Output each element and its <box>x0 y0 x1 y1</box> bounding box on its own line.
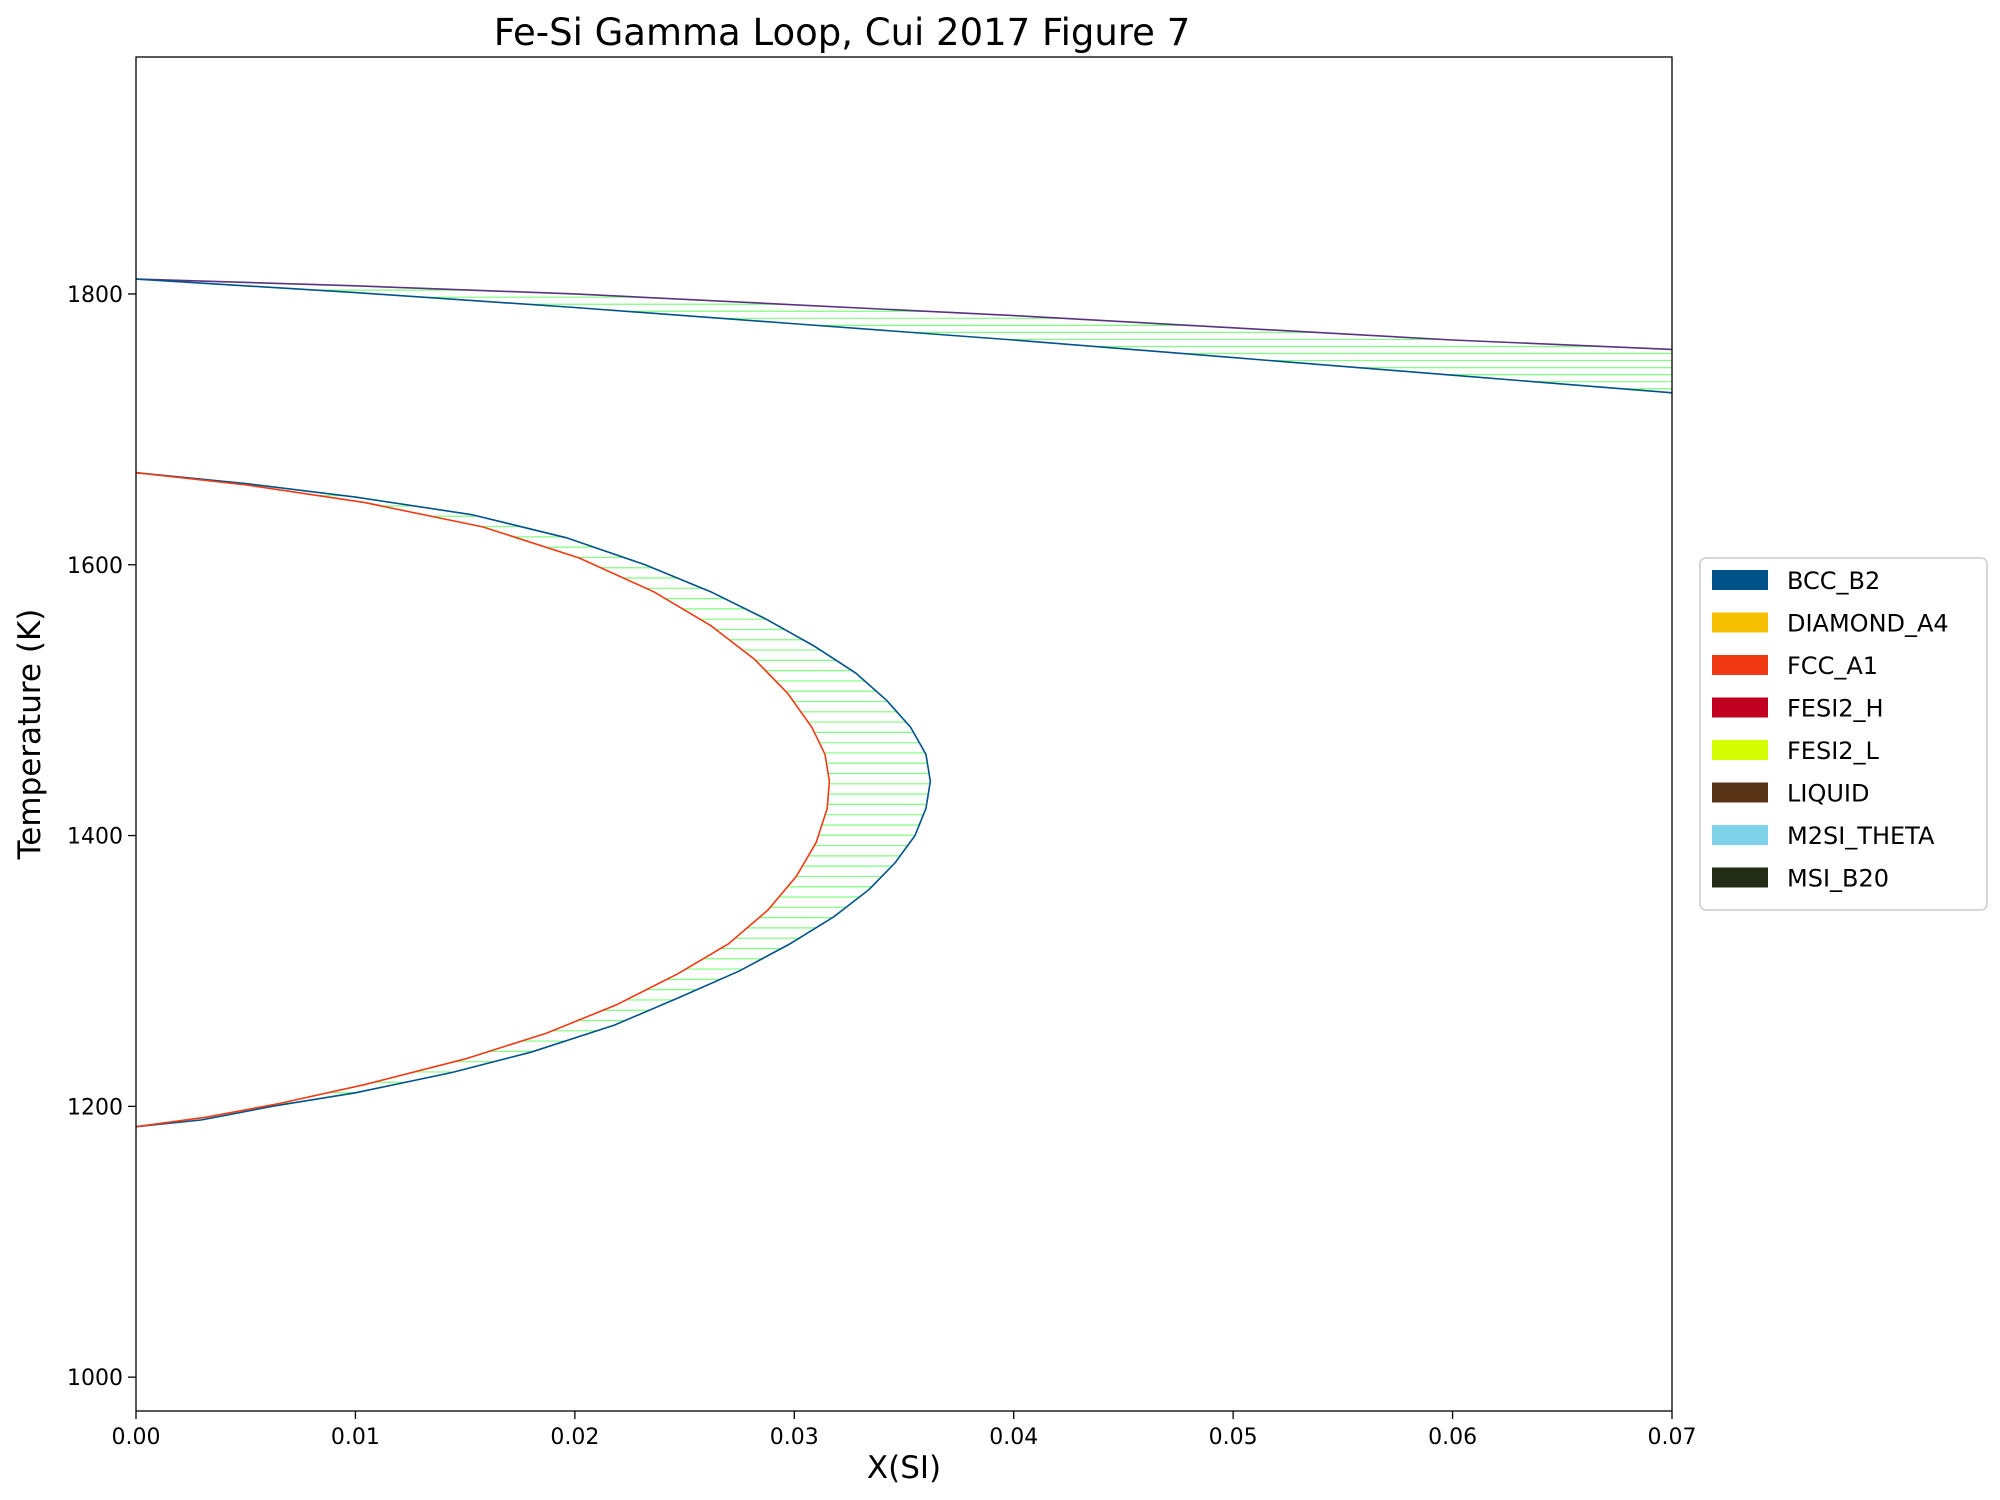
y-tick-label: 1600 <box>67 554 123 579</box>
plot-area <box>136 278 1672 1128</box>
legend-swatch <box>1712 740 1768 760</box>
legend-label: FESI2_L <box>1787 737 1880 765</box>
legend-swatch <box>1712 570 1768 590</box>
legend-label: LIQUID <box>1787 780 1869 808</box>
y-tick-label: 1400 <box>67 825 123 850</box>
x-tick-label: 0.01 <box>331 1425 380 1450</box>
x-tick-label: 0.04 <box>989 1425 1038 1450</box>
legend: BCC_B2 DIAMOND_A4 FCC_A1 FESI2_H FESI2_L LIQU… <box>1699 557 1988 911</box>
legend-swatch <box>1712 825 1768 845</box>
legend-swatch <box>1712 697 1768 718</box>
phase-boundary-bcc-b2 <box>136 278 1672 394</box>
x-tick-label: 0.05 <box>1209 1425 1258 1450</box>
legend-label: DIAMOND_A4 <box>1787 610 1949 638</box>
legend-label: BCC_B2 <box>1787 567 1880 595</box>
y-tick-label: 1000 <box>67 1366 123 1391</box>
legend-label: M2SI_THETA <box>1787 822 1935 850</box>
legend-label: MSI_B20 <box>1787 865 1889 893</box>
chart-title: Fe-Si Gamma Loop, Cui 2017 Figure 7 <box>494 11 1191 54</box>
legend-swatch <box>1712 867 1768 888</box>
y-tick-label: 1800 <box>67 283 123 308</box>
y-tick-label: 1200 <box>67 1095 123 1120</box>
phase-boundary-liquid <box>136 278 1672 351</box>
x-tick-label: 0.07 <box>1648 1425 1697 1450</box>
x-axis: 0.00 0.01 0.02 0.03 0.04 0.05 0.06 0.07 <box>112 1411 1697 1450</box>
plot-frame <box>135 56 1673 1412</box>
legend-swatch <box>1712 612 1768 633</box>
phase-boundary-bcc-b2 <box>136 471 932 1128</box>
legend-label: FCC_A1 <box>1787 652 1878 680</box>
y-axis: 1000 1200 1400 1600 1800 <box>67 283 136 1391</box>
legend-swatch <box>1712 655 1768 675</box>
y-axis-title: Temperature (K) <box>12 609 48 861</box>
legend-frame <box>1699 557 1988 911</box>
x-tick-label: 0.00 <box>112 1425 161 1450</box>
legend-swatch <box>1712 782 1768 803</box>
x-tick-label: 0.06 <box>1428 1425 1477 1450</box>
phase-boundary-fcc-a1 <box>136 471 831 1128</box>
x-tick-label: 0.03 <box>770 1425 819 1450</box>
x-axis-title: X(SI) <box>867 1450 941 1486</box>
legend-label: FESI2_H <box>1787 695 1884 723</box>
x-tick-label: 0.02 <box>550 1425 599 1450</box>
